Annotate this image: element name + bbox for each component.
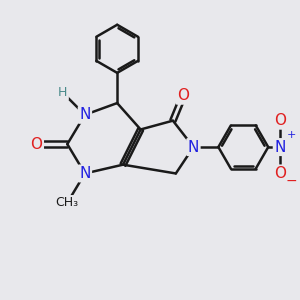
Text: O: O <box>31 136 43 152</box>
Text: N: N <box>274 140 286 154</box>
Text: N: N <box>188 140 199 154</box>
Text: N: N <box>79 107 91 122</box>
Text: H: H <box>58 86 68 99</box>
Text: O: O <box>274 113 286 128</box>
Text: −: − <box>285 174 297 188</box>
Text: O: O <box>177 88 189 103</box>
Text: N: N <box>79 166 91 181</box>
Text: CH₃: CH₃ <box>56 196 79 209</box>
Text: O: O <box>274 166 286 181</box>
Text: +: + <box>286 130 296 140</box>
